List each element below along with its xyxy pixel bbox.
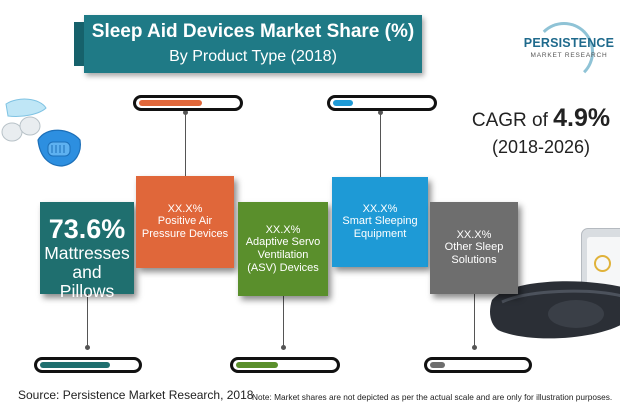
cagr-period: (2018-2026) (491, 137, 591, 157)
connector-line (474, 294, 475, 348)
connector-line (185, 112, 186, 176)
logo-ring-icon (534, 22, 594, 82)
share-indicator-fill (236, 362, 278, 368)
cagr-line: CAGR of 4.9% (466, 104, 616, 133)
segment-card-4: XX.X% Smart Sleeping Equipment (332, 177, 428, 267)
connector-dot (281, 345, 286, 350)
segment-card-2: XX.X% Positive Air Pressure Devices (136, 176, 234, 268)
cagr-prefix: CAGR of (471, 110, 548, 131)
connector-line (87, 294, 88, 348)
logo-brand: PERSISTENCE (523, 36, 615, 50)
cagr-value: 4.9% (553, 104, 611, 132)
share-indicator-bar (230, 357, 340, 373)
segment-value-label: XX.X% (362, 203, 398, 215)
connector-dot (472, 345, 477, 350)
chart-subtitle: By Product Type (2018) (169, 48, 337, 65)
note-text: Note: Market shares are not depicted as … (252, 392, 613, 402)
connector-dot (378, 110, 383, 115)
segment-card-1: 73.6% Mattresses and Pillows (40, 202, 134, 301)
connector-dot (85, 345, 90, 350)
chart-title: Sleep Aid Devices Market Share (%) (91, 21, 415, 42)
share-indicator-bar (34, 357, 142, 373)
segment-category-label: Positive Air Pressure Devices (141, 215, 229, 240)
title-banner-tab (74, 22, 84, 66)
segment-category-label: Mattresses and Pillows (44, 243, 130, 301)
share-indicator-fill (430, 362, 445, 368)
persistence-logo: PERSISTENCE MARKET RESEARCH (520, 22, 618, 82)
segment-category-label: Smart Sleeping Equipment (342, 215, 418, 240)
segment-value-label: 73.6% (48, 214, 126, 244)
segment-value-label: XX.X% (456, 229, 492, 241)
share-indicator-bar (424, 357, 532, 373)
segment-card-3: XX.X% Adaptive Servo Ventilation (ASV) De… (238, 202, 328, 296)
source-text: Source: Persistence Market Research, 201… (18, 388, 254, 402)
connector-line (380, 112, 381, 177)
share-indicator-bar (327, 95, 437, 111)
title-banner: Sleep Aid Devices Market Share (%) By Pr… (74, 15, 422, 73)
cagr-block: CAGR of 4.9% (2018-2026) (466, 104, 616, 158)
nasal-device-icon (1, 98, 81, 167)
segment-card-5: XX.X% Other Sleep Solutions (430, 202, 518, 294)
share-indicator-fill (139, 100, 202, 106)
sleep-mask-icon (490, 281, 620, 339)
share-indicator-fill (333, 100, 353, 106)
segment-category-label: Adaptive Servo Ventilation (ASV) Devices (245, 235, 321, 274)
segment-value-label: XX.X% (167, 203, 203, 215)
segment-value-label: XX.X% (265, 223, 301, 236)
segment-category-label: Other Sleep Solutions (444, 241, 504, 266)
share-indicator-fill (40, 362, 110, 368)
phone-dial-icon (594, 255, 611, 272)
share-indicator-bar (133, 95, 243, 111)
connector-line (283, 296, 284, 348)
logo-subtitle: MARKET RESEARCH (530, 52, 608, 59)
connector-dot (183, 110, 188, 115)
